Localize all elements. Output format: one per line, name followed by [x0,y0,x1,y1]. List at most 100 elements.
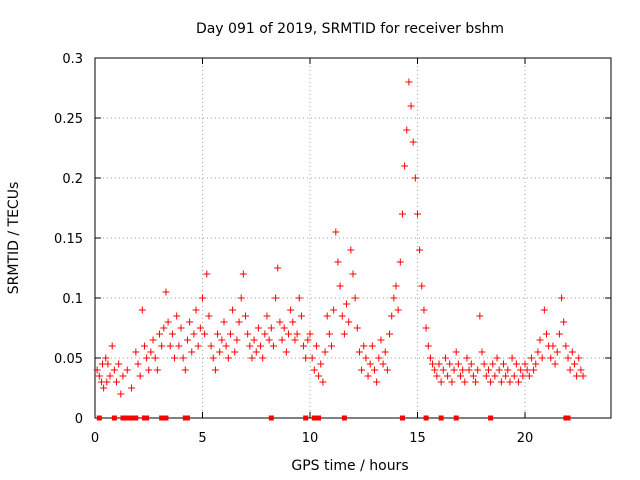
data-point [269,342,277,350]
data-point [226,330,234,338]
data-point [444,372,452,380]
data-point [237,294,245,302]
data-point [317,360,325,368]
baseline-marker [311,415,317,421]
data-point [95,372,103,380]
data-point [426,354,434,362]
data-point [506,378,514,386]
data-point [377,336,385,344]
data-point [272,294,280,302]
data-point [448,378,456,386]
data-point [151,354,159,362]
data-point [527,354,535,362]
data-point [285,330,292,338]
data-point [502,372,510,380]
data-point [254,324,262,332]
data-point [487,378,495,386]
data-point [497,378,505,386]
data-point [575,354,583,362]
data-point [158,342,166,350]
data-point [355,348,363,356]
data-point [300,342,308,350]
data-point [325,330,333,338]
data-point [424,342,432,350]
data-point [336,282,344,290]
data-point [353,324,361,332]
axis-ticks [94,57,611,419]
data-point [461,378,469,386]
data-point [330,306,338,314]
data-point [420,306,428,314]
data-point [515,378,523,386]
data-point [93,366,101,374]
data-point [179,354,187,362]
data-point [138,306,146,314]
data-point [321,348,329,356]
data-point [278,336,286,344]
data-point [343,300,351,308]
data-point [315,372,323,380]
data-point [263,312,271,320]
data-point [467,360,475,368]
baseline-marker [316,415,322,421]
data-point [500,360,507,368]
data-point [289,318,297,326]
x-tick-label: 10 [302,431,319,446]
data-point [371,366,378,374]
data-point [143,354,151,362]
data-point [291,336,299,344]
baseline-marker [163,415,169,421]
data-point [181,366,189,374]
data-point [476,312,484,320]
y-tick-label: 0.2 [62,172,83,187]
data-point [233,336,241,344]
baseline-marker [488,415,494,421]
data-point [168,330,176,338]
data-point [276,318,284,326]
data-point [560,318,568,326]
data-point [517,366,525,374]
data-point [532,360,540,368]
data-point [429,360,437,368]
chart-title: Day 091 of 2019, SRMTID for receiver bsh… [196,21,504,37]
data-point [188,348,196,356]
y-axis-label: SRMTID / TECUs [6,182,22,295]
data-point [257,342,265,350]
baseline-marker [120,415,126,421]
y-tick-label: 0.05 [54,352,83,367]
data-point [349,270,357,278]
data-point [418,282,426,290]
data-point [209,354,217,362]
data-point [156,330,163,338]
data-point [543,330,550,338]
data-point [113,378,120,386]
data-point [115,360,123,368]
data-point [482,372,490,380]
data-point [431,366,439,374]
data-point [433,372,441,380]
data-point [248,354,256,362]
data-point [416,246,424,254]
data-point [252,348,260,356]
data-point [441,354,449,362]
data-point [362,354,370,362]
data-point [472,378,480,386]
data-point [164,318,172,326]
data-point [306,330,314,338]
data-point [259,354,267,362]
data-point [280,324,288,332]
data-point [409,138,417,146]
data-point [267,324,275,332]
data-point [446,360,454,368]
data-point [153,366,161,374]
x-tick-label: 20 [517,431,534,446]
data-point [493,354,501,362]
data-point [568,348,576,356]
data-point [102,354,110,362]
data-point [345,318,353,326]
data-point [373,378,381,386]
data-point [246,342,254,350]
data-point [459,366,467,374]
data-point [199,294,206,302]
data-point [171,354,179,362]
